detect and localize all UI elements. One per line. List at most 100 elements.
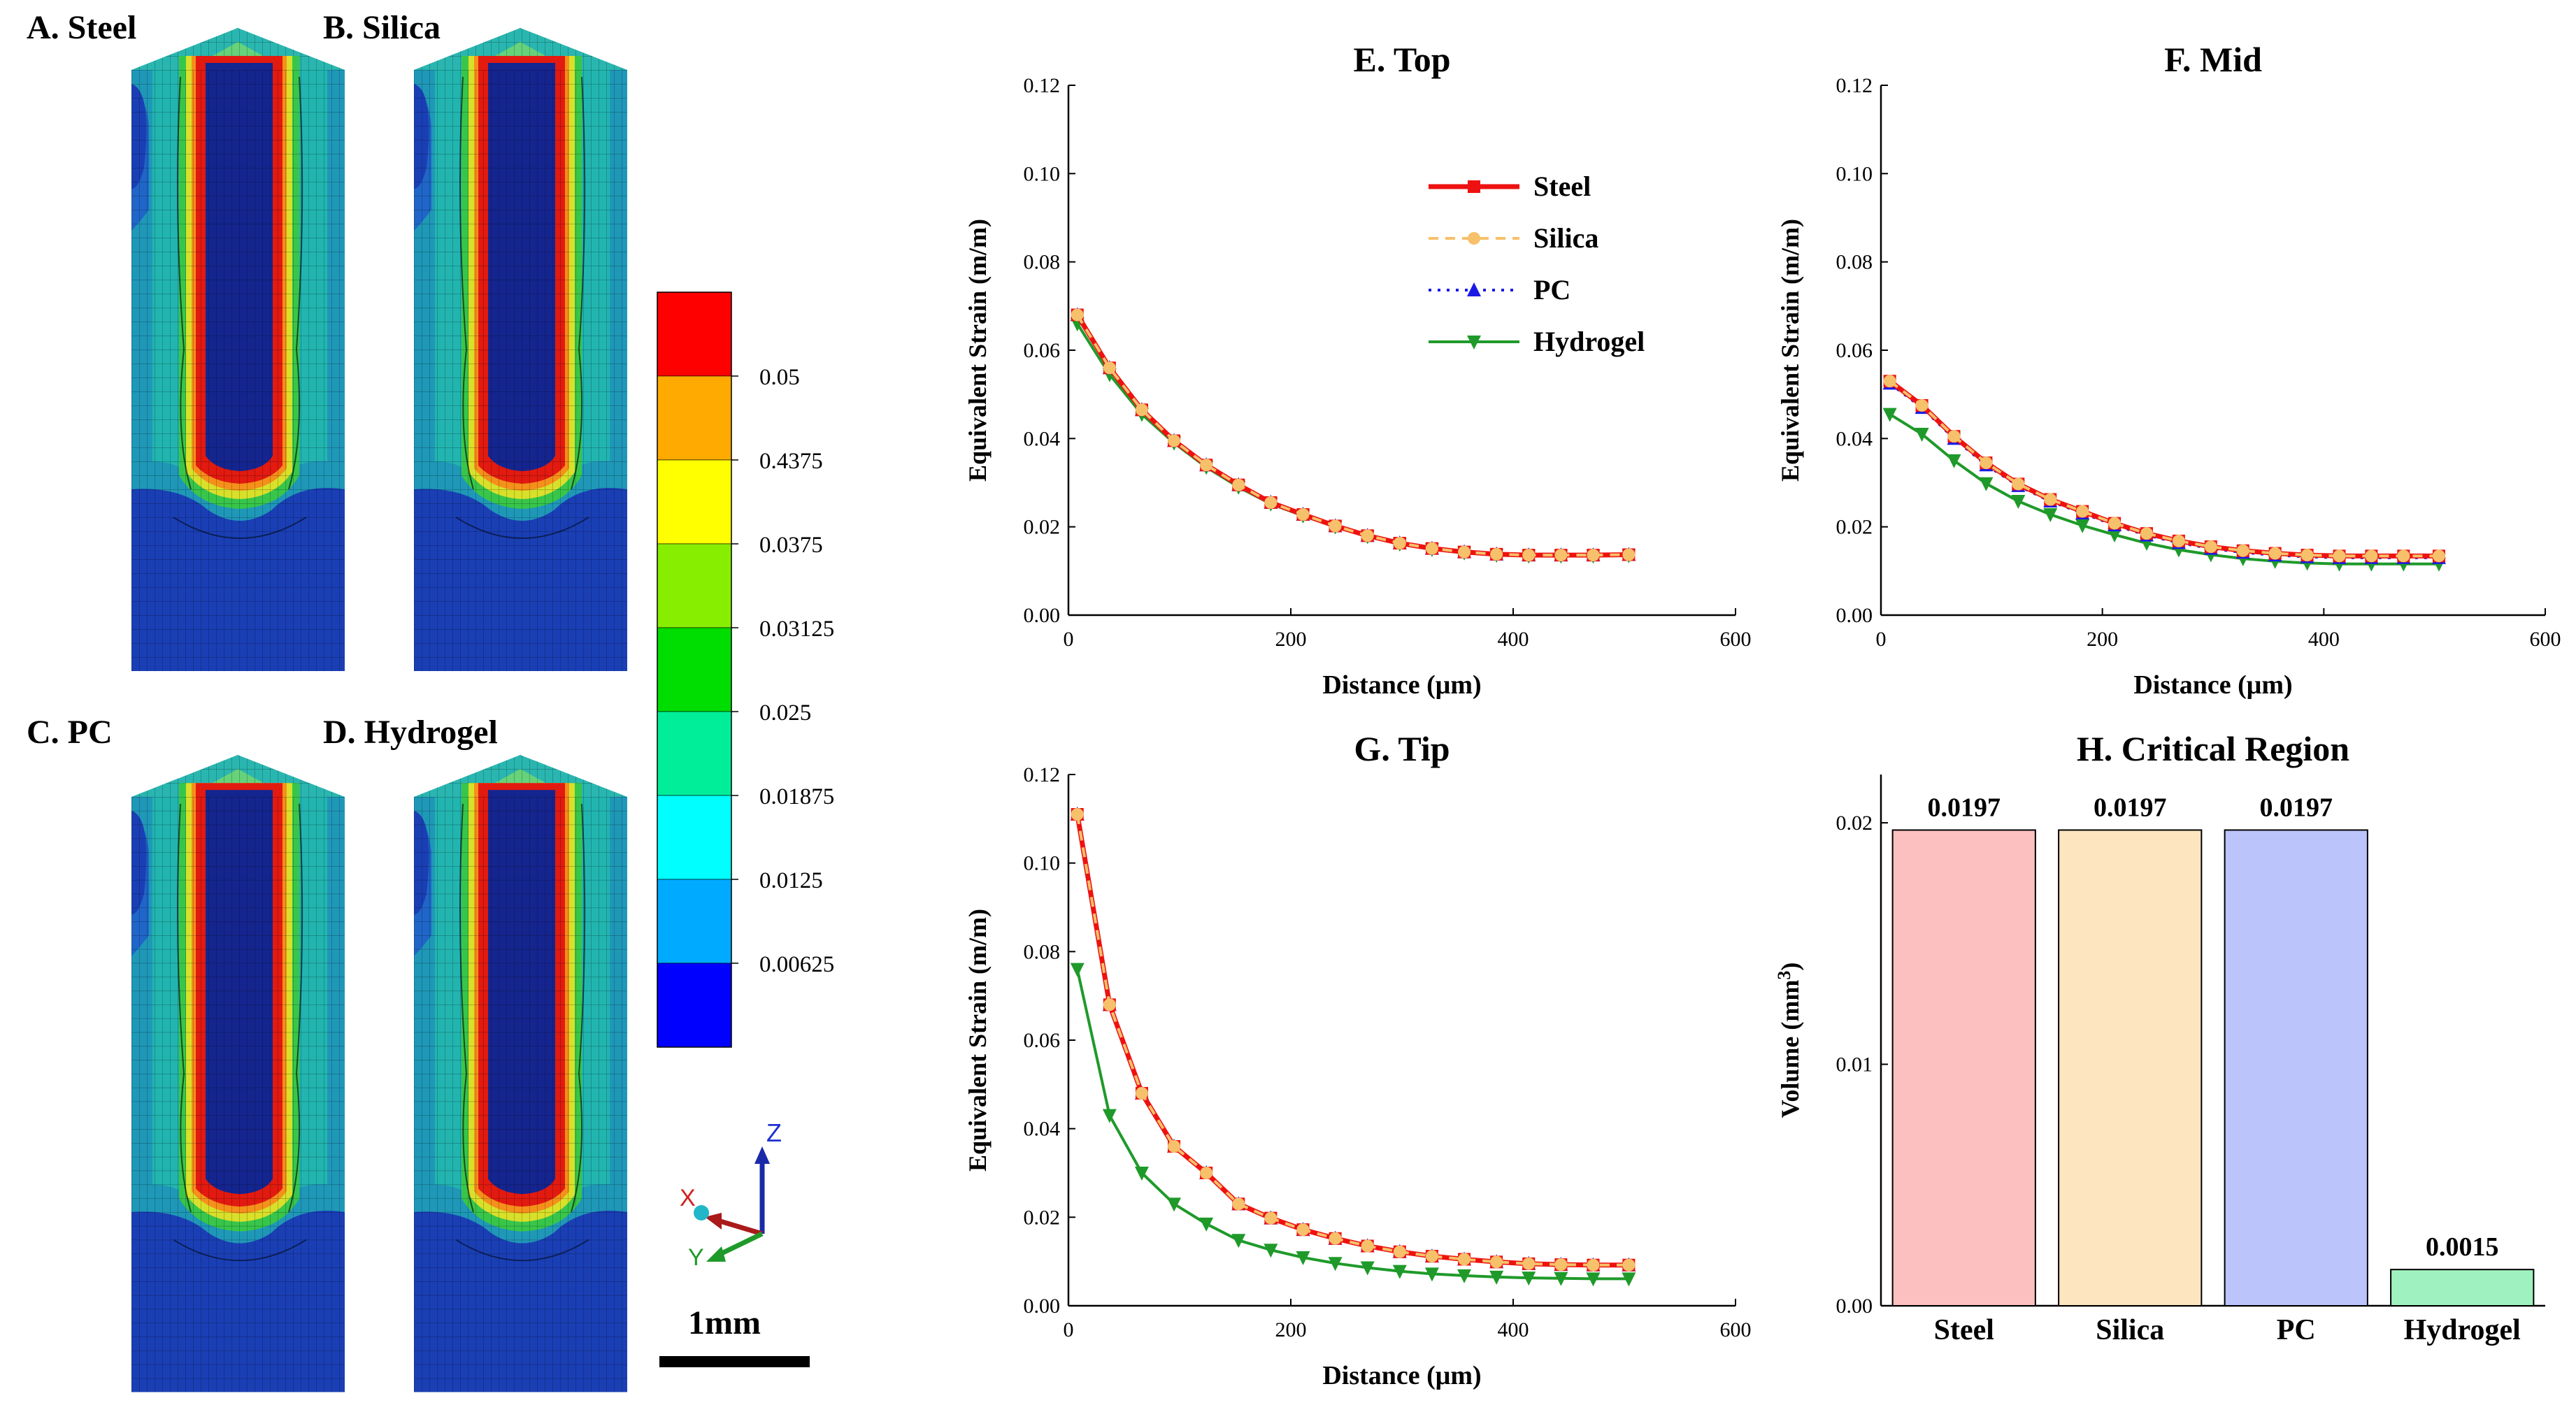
y-axis-label: Equivalent Strain (m/m) — [964, 219, 992, 482]
color-legend: 0.05 0.4375 0.0375 0.03125 0.025 0.01875 0.012… — [657, 291, 834, 1048]
y-axis-label-end: ) — [1776, 963, 1804, 971]
data-point-silica — [1458, 1253, 1471, 1266]
data-point-silica — [1554, 549, 1568, 562]
legend-swatch — [657, 375, 732, 461]
data-point-silica — [2012, 477, 2025, 491]
legend-label: Steel — [1533, 171, 1591, 202]
data-point-silica — [1232, 1197, 1245, 1211]
data-point-hydrogel — [1199, 1217, 1214, 1232]
y-tick-label: 0.10 — [1024, 162, 1061, 185]
data-point-silica — [1296, 507, 1310, 521]
legend-label: 0.025 — [759, 700, 811, 726]
series-line-silica — [1075, 814, 1629, 1267]
data-point-silica — [1168, 434, 1181, 447]
data-point-silica — [2397, 549, 2410, 563]
triad-y-label: Y — [688, 1244, 704, 1271]
data-point-hydrogel — [1231, 1234, 1246, 1248]
series-line-pc — [1075, 814, 1629, 1267]
legend-marker — [1467, 282, 1481, 296]
x-tick-label: 400 — [1498, 1318, 1529, 1341]
scale-bar — [659, 1356, 810, 1367]
data-point-silica — [1200, 459, 1213, 472]
data-point-silica — [2204, 540, 2217, 554]
data-point-hydrogel — [1979, 477, 1994, 491]
x-tick-label: 600 — [1720, 628, 1752, 651]
legend-swatch — [657, 795, 732, 880]
data-point-hydrogel — [2075, 519, 2090, 533]
data-point-silica — [2333, 549, 2346, 563]
x-tick-label: 400 — [1498, 628, 1529, 651]
x-tick-label: 600 — [2530, 628, 2561, 651]
y-tick-label: 0.00 — [1836, 604, 1873, 627]
y-tick-label: 0.12 — [1836, 74, 1873, 97]
data-point-hydrogel — [2108, 528, 2122, 543]
legend-entry-steel: Steel — [1429, 171, 1591, 202]
legend-label: 0.00625 — [759, 952, 834, 977]
series-hydrogel — [1882, 408, 2446, 572]
legend-frame — [657, 291, 732, 1048]
y-tick-label: 0.12 — [1024, 74, 1061, 97]
y-axis-label-sup: 3 — [1774, 971, 1794, 980]
bar-value-label: 0.0197 — [2260, 793, 2333, 822]
y-axis-label: Equivalent Strain (m/m) — [1776, 219, 1804, 482]
legend-label: 0.01875 — [759, 784, 834, 809]
data-point-silica — [2433, 549, 2445, 563]
legend-entry-pc: PC — [1429, 274, 1570, 305]
data-point-silica — [1554, 1258, 1568, 1272]
y-tick-label: 0.06 — [1024, 339, 1061, 362]
data-point-hydrogel — [1360, 1261, 1375, 1276]
x-tick-label: 200 — [1275, 1318, 1307, 1341]
data-point-silica — [1071, 308, 1084, 322]
data-point-silica — [1329, 1232, 1342, 1245]
data-point-silica — [2108, 517, 2121, 530]
data-point-hydrogel — [1134, 1167, 1149, 1181]
series-line-hydrogel — [1889, 412, 2439, 566]
data-point-silica — [1232, 478, 1245, 491]
data-point-silica — [2044, 493, 2057, 506]
data-point-silica — [2300, 549, 2314, 562]
data-point-silica — [1490, 1255, 1503, 1269]
fem-figure: 0.05 0.4375 0.0375 0.03125 0.025 0.01875 0.012… — [131, 28, 834, 1393]
series-steel — [1071, 808, 1636, 1272]
data-point-silica — [1522, 1257, 1536, 1270]
bar-value-label: 0.0197 — [2094, 793, 2167, 822]
x-tick-label: 200 — [2087, 628, 2118, 651]
data-point-silica — [1425, 542, 1438, 555]
y-tick-label: 0.04 — [1024, 1118, 1061, 1141]
data-point-hydrogel — [1882, 408, 1897, 422]
bar-value-label: 0.0015 — [2426, 1232, 2499, 1262]
y-tick-label: 0.08 — [1024, 940, 1061, 963]
data-point-hydrogel — [1328, 1257, 1343, 1272]
legend-label: 0.0375 — [759, 533, 823, 558]
bar-hydrogel — [2390, 1269, 2535, 1306]
series-hydrogel — [1070, 963, 1636, 1287]
axis-triad-icon: Z X Y — [680, 1118, 782, 1271]
chart-title: G. Tip — [1354, 729, 1450, 768]
data-point-silica — [1296, 1223, 1310, 1237]
data-point-silica — [1071, 808, 1084, 821]
triad-x-label: X — [680, 1185, 696, 1211]
data-point-silica — [1264, 1211, 1278, 1225]
y-tick-label: 0.00 — [1836, 1295, 1873, 1318]
x-tick-label: 0 — [1064, 628, 1074, 651]
data-point-silica — [1329, 519, 1342, 533]
y-tick-label: 0.02 — [1836, 812, 1873, 835]
y-tick-label: 0.00 — [1024, 604, 1061, 627]
x-category-label: Steel — [1934, 1314, 1994, 1346]
panel-title-silica: B. Silica — [323, 9, 441, 46]
data-point-hydrogel — [1424, 1267, 1439, 1282]
y-tick-label: 0.08 — [1836, 251, 1873, 274]
data-point-hydrogel — [1622, 1272, 1636, 1287]
series-line-silica — [1889, 380, 2439, 558]
legend-entry-hydrogel: Hydrogel — [1429, 326, 1645, 357]
series-pc — [1070, 807, 1636, 1272]
legend-label: Hydrogel — [1533, 326, 1645, 357]
data-point-silica — [2236, 544, 2249, 557]
data-point-hydrogel — [1915, 428, 1929, 442]
chart-title: F. Mid — [2164, 40, 2262, 79]
triad-z-label: Z — [766, 1118, 782, 1147]
data-point-silica — [1622, 548, 1636, 561]
y-tick-label: 0.01 — [1836, 1053, 1873, 1076]
legend-swatch — [657, 543, 732, 628]
data-point-hydrogel — [1457, 1269, 1472, 1283]
